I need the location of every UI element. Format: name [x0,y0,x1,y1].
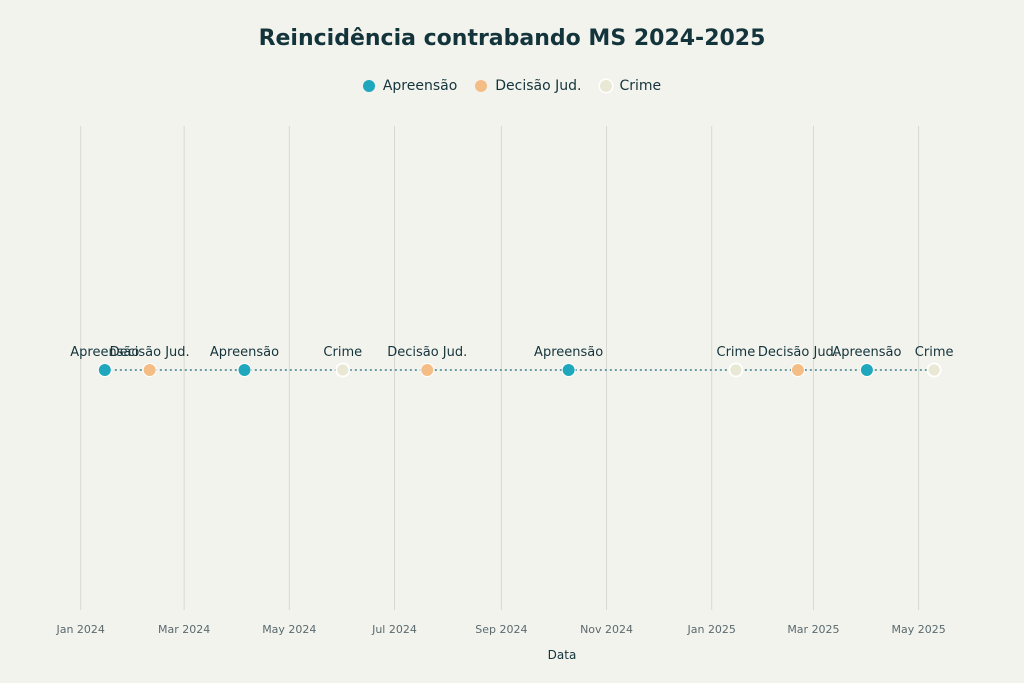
x-tick-label: Sep 2024 [475,623,527,636]
event-label: Apreensão [832,345,901,360]
event-point [97,363,112,377]
event-point [142,363,157,377]
x-tick-label: May 2024 [262,623,316,636]
event-label: Apreensão [70,345,139,360]
event-point [561,363,576,377]
legend-item-crime[interactable]: Crime [599,78,662,94]
event-point [335,362,351,378]
event-label: Crime [915,345,954,360]
x-tick-label: Jan 2025 [686,623,735,636]
legend: Apreensão Decisão Jud. Crime [0,78,1024,94]
legend-label-crime: Crime [619,78,662,94]
event-point [926,362,942,378]
event-label: Crime [323,345,362,360]
x-tick-label: Jan 2024 [55,623,104,636]
event-label: Decisão Jud. [387,345,467,360]
chart-title: Reincidência contrabando MS 2024-2025 [258,26,766,51]
x-tick-label: May 2025 [892,623,946,636]
legend-label-decisao: Decisão Jud. [495,78,582,94]
event-label: Decisão Jud. [758,345,838,360]
legend-marker-apreensao [362,80,375,92]
event-label: Apreensão [210,345,279,360]
event-label: Decisão Jud. [110,345,190,360]
legend-label-apreensao: Apreensão [382,78,458,94]
x-tick-label: Mar 2025 [787,623,839,636]
event-point [728,362,744,378]
legend-marker-decisao [475,80,488,92]
event-point [420,363,435,377]
event-label: Crime [717,345,756,360]
legend-marker-crime [599,80,612,92]
x-tick-label: Jul 2024 [371,623,417,636]
legend-item-decisao[interactable]: Decisão Jud. [475,78,582,94]
legend-item-apreensao[interactable]: Apreensão [362,78,458,94]
x-tick-label: Mar 2024 [158,623,210,636]
event-point [859,363,874,377]
x-axis-title: Data [548,648,577,662]
x-tick-label: Nov 2024 [580,623,633,636]
event-point [237,363,252,377]
event-point [790,363,805,377]
event-label: Apreensão [534,345,603,360]
